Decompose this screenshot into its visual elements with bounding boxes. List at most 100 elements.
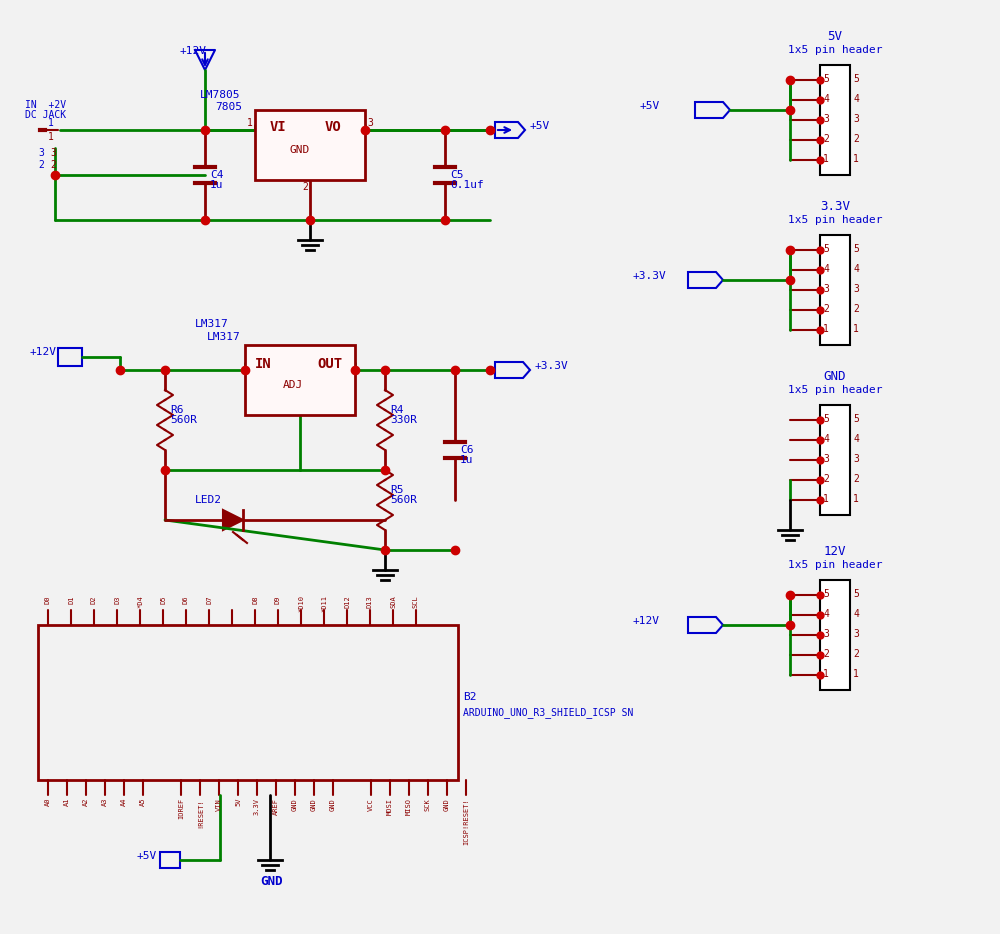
Text: 2: 2 xyxy=(50,160,56,170)
Text: +5V: +5V xyxy=(530,121,550,131)
Text: 5: 5 xyxy=(823,74,829,84)
Text: 3: 3 xyxy=(853,284,859,294)
Text: R4: R4 xyxy=(390,405,404,415)
Text: SCL: SCL xyxy=(413,595,419,608)
Text: 3: 3 xyxy=(853,114,859,124)
Text: 5: 5 xyxy=(823,244,829,254)
Text: 1: 1 xyxy=(823,154,829,164)
Text: 1x5 pin header: 1x5 pin header xyxy=(788,560,882,570)
Text: 5: 5 xyxy=(853,244,859,254)
Text: 4: 4 xyxy=(823,94,829,104)
Text: GND: GND xyxy=(824,370,846,383)
Text: 3: 3 xyxy=(50,148,56,158)
Text: VIN: VIN xyxy=(216,798,222,811)
Text: 330R: 330R xyxy=(390,415,417,425)
Text: 5: 5 xyxy=(853,74,859,84)
Text: GND: GND xyxy=(311,798,317,811)
Text: 2: 2 xyxy=(853,649,859,659)
Text: 3.3V: 3.3V xyxy=(254,798,260,815)
Text: *D4: *D4 xyxy=(137,595,143,608)
Text: A5: A5 xyxy=(140,798,146,806)
Text: D6: D6 xyxy=(183,595,189,603)
Text: 1: 1 xyxy=(48,118,54,128)
Text: +5V: +5V xyxy=(137,851,157,861)
Text: 4: 4 xyxy=(853,94,859,104)
Text: 2: 2 xyxy=(853,304,859,314)
Bar xyxy=(245,345,355,415)
Bar xyxy=(38,625,458,780)
Text: D1: D1 xyxy=(68,595,74,603)
Text: 2: 2 xyxy=(823,474,829,484)
Text: 1x5 pin header: 1x5 pin header xyxy=(788,45,882,55)
Text: 12V: 12V xyxy=(824,545,846,558)
Text: 2: 2 xyxy=(823,134,829,144)
Text: +12V: +12V xyxy=(180,46,207,56)
Text: 5V: 5V xyxy=(235,798,241,806)
Text: 560R: 560R xyxy=(170,415,197,425)
Text: 2: 2 xyxy=(823,649,829,659)
Text: GND: GND xyxy=(330,798,336,811)
Text: ICSP!RESET!: ICSP!RESET! xyxy=(463,798,469,844)
Bar xyxy=(820,65,850,175)
Text: 1: 1 xyxy=(823,494,829,504)
Text: 5: 5 xyxy=(823,589,829,599)
Text: D2: D2 xyxy=(91,595,97,603)
Text: 3.3V: 3.3V xyxy=(820,200,850,213)
Text: *D11: *D11 xyxy=(321,595,327,612)
Bar xyxy=(255,110,365,180)
Text: IN  +2V: IN +2V xyxy=(25,100,66,110)
Text: 1: 1 xyxy=(853,494,859,504)
Text: GND: GND xyxy=(290,145,310,155)
Text: 3: 3 xyxy=(823,284,829,294)
Text: 3: 3 xyxy=(823,629,829,639)
Text: 3: 3 xyxy=(38,148,44,158)
Text: A0: A0 xyxy=(45,798,51,806)
Text: SCK: SCK xyxy=(425,798,431,811)
Text: D3: D3 xyxy=(114,595,120,603)
Text: D12: D12 xyxy=(344,595,350,608)
Polygon shape xyxy=(223,510,243,530)
Text: 4: 4 xyxy=(823,264,829,274)
Text: 3: 3 xyxy=(853,629,859,639)
Text: 4: 4 xyxy=(853,264,859,274)
Text: LM317: LM317 xyxy=(195,319,229,329)
Text: IOREF: IOREF xyxy=(178,798,184,819)
Text: LM7805: LM7805 xyxy=(200,90,240,100)
Text: MISO: MISO xyxy=(406,798,412,815)
Text: 1: 1 xyxy=(853,154,859,164)
Text: R5: R5 xyxy=(390,485,404,495)
Text: 1u: 1u xyxy=(210,180,224,190)
Text: !RESET!: !RESET! xyxy=(197,798,203,828)
Text: +3.3V: +3.3V xyxy=(633,271,667,281)
Text: *D10: *D10 xyxy=(298,595,304,612)
Text: 2: 2 xyxy=(823,304,829,314)
Text: LED2: LED2 xyxy=(195,495,222,505)
Text: 5: 5 xyxy=(853,414,859,424)
Text: GND: GND xyxy=(444,798,450,811)
Text: SDA: SDA xyxy=(390,595,396,608)
Text: 5: 5 xyxy=(823,414,829,424)
Text: VO: VO xyxy=(325,120,342,134)
Text: D0: D0 xyxy=(45,595,51,603)
Text: VI: VI xyxy=(270,120,287,134)
Text: C4: C4 xyxy=(210,170,224,180)
Text: 0.1uf: 0.1uf xyxy=(450,180,484,190)
Text: 2: 2 xyxy=(853,134,859,144)
Text: VCC: VCC xyxy=(368,798,374,811)
Text: R6: R6 xyxy=(170,405,184,415)
Text: 3: 3 xyxy=(853,454,859,464)
Text: GND: GND xyxy=(292,798,298,811)
Text: 2: 2 xyxy=(38,160,44,170)
Text: 7805: 7805 xyxy=(215,102,242,112)
Text: 4: 4 xyxy=(853,434,859,444)
Text: +3.3V: +3.3V xyxy=(535,361,569,371)
Text: 2: 2 xyxy=(853,474,859,484)
Text: 560R: 560R xyxy=(390,495,417,505)
Text: IN: IN xyxy=(255,357,272,371)
Text: 1: 1 xyxy=(853,324,859,334)
Text: 1: 1 xyxy=(853,669,859,679)
Bar xyxy=(820,235,850,345)
Text: 4: 4 xyxy=(823,609,829,619)
Text: 1u: 1u xyxy=(460,455,474,465)
Text: 1x5 pin header: 1x5 pin header xyxy=(788,385,882,395)
